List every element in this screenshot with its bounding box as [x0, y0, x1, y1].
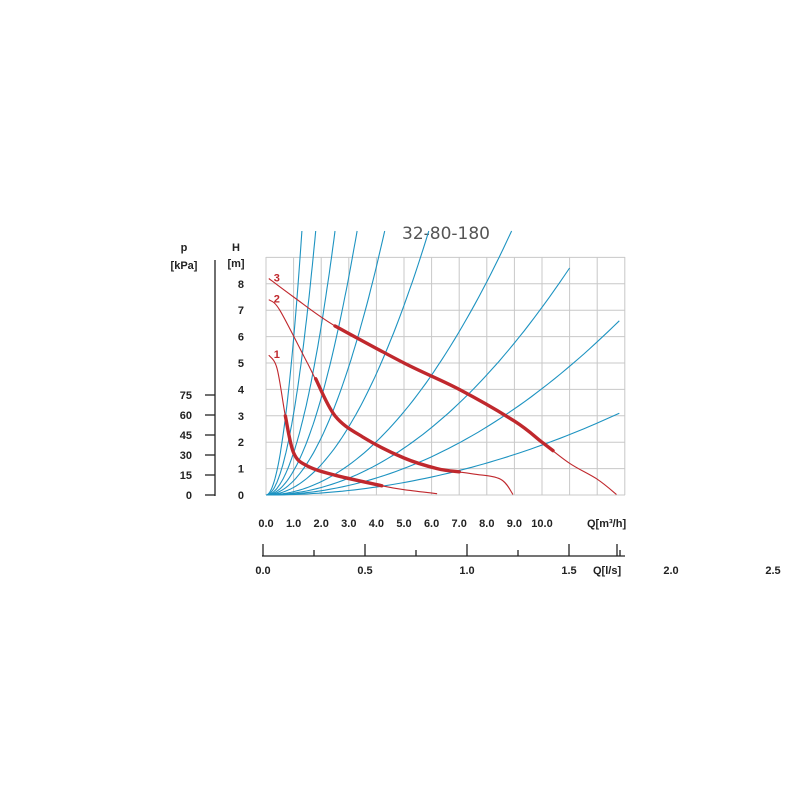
- system-curve: [265, 230, 358, 496]
- h-tick-label: 6: [238, 332, 244, 344]
- system-curve: [265, 267, 571, 496]
- q-m3h-tick-label: 2.0: [314, 518, 329, 530]
- system-curve: [265, 230, 386, 496]
- pump-curve-3-operating-range: [333, 324, 555, 453]
- system-curve: [266, 320, 620, 496]
- chart-title: 32-80-180: [402, 224, 490, 244]
- h-tick-label: 8: [238, 279, 244, 291]
- p-tick-label: 15: [180, 470, 192, 482]
- p-tick-label: 45: [180, 430, 192, 442]
- h-axis-unit: [m]: [227, 258, 244, 270]
- q-m3h-tick-label: 0.0: [258, 518, 273, 530]
- q-ls-tick-label: 1.5: [561, 565, 576, 577]
- system-curve: [265, 230, 513, 496]
- h-tick-label: 1: [238, 464, 244, 476]
- q-m3h-tick-label: 3.0: [341, 518, 356, 530]
- q-m3h-tick-label: 10.0: [531, 518, 552, 530]
- p-tick-label: 30: [180, 450, 192, 462]
- h-axis-label: H: [232, 242, 240, 254]
- q-m3h-tick-label: 6.0: [424, 518, 439, 530]
- h-tick-label: 7: [238, 305, 244, 317]
- q-ls-tick-label: 0.5: [357, 565, 372, 577]
- q-m3h-tick-label: 7.0: [452, 518, 467, 530]
- p-tick-label: 60: [180, 410, 192, 422]
- p-tick-label: 0: [186, 490, 192, 502]
- q-ls-tick-label: 2.5: [765, 565, 780, 577]
- pump-curve-1-operating-range: [283, 414, 384, 488]
- p-axis-label: p: [181, 242, 188, 254]
- h-tick-label: 2: [238, 437, 244, 449]
- q-m3h-tick-label: 5.0: [396, 518, 411, 530]
- system-curve: [266, 412, 620, 496]
- pump-curve-label: 3: [274, 273, 280, 285]
- x2-axis-label: Q[l/s]: [593, 565, 621, 577]
- pump-curve-label: 2: [274, 294, 280, 306]
- pump-curves: 1 2 3: [268, 273, 617, 495]
- pump-curve-2-operating-range: [314, 377, 461, 474]
- pump-curve-label: 1: [274, 349, 280, 361]
- q-ls-tick-label: 2.0: [663, 565, 678, 577]
- q-m3h-tick-label: 1.0: [286, 518, 301, 530]
- h-tick-label: 4: [238, 384, 245, 396]
- system-curve: [265, 230, 303, 496]
- q-m3h-tick-label: 4.0: [369, 518, 384, 530]
- h-tick-label: 0: [238, 490, 244, 502]
- h-tick-label: 3: [238, 411, 244, 423]
- system-curve: [265, 230, 336, 496]
- h-tick-label: 5: [238, 358, 244, 370]
- x-axis-label: Q[m³/h]: [587, 518, 626, 530]
- system-curve: [265, 230, 317, 496]
- q-m3h-tick-label: 9.0: [507, 518, 522, 530]
- q-m3h-tick-label: 8.0: [479, 518, 494, 530]
- p-tick-label: 75: [180, 390, 192, 402]
- q-ls-tick-label: 1.0: [459, 565, 474, 577]
- p-axis-unit: [kPa]: [171, 260, 198, 272]
- plot-grid: [265, 256, 626, 496]
- q-ls-tick-label: 0.0: [255, 565, 270, 577]
